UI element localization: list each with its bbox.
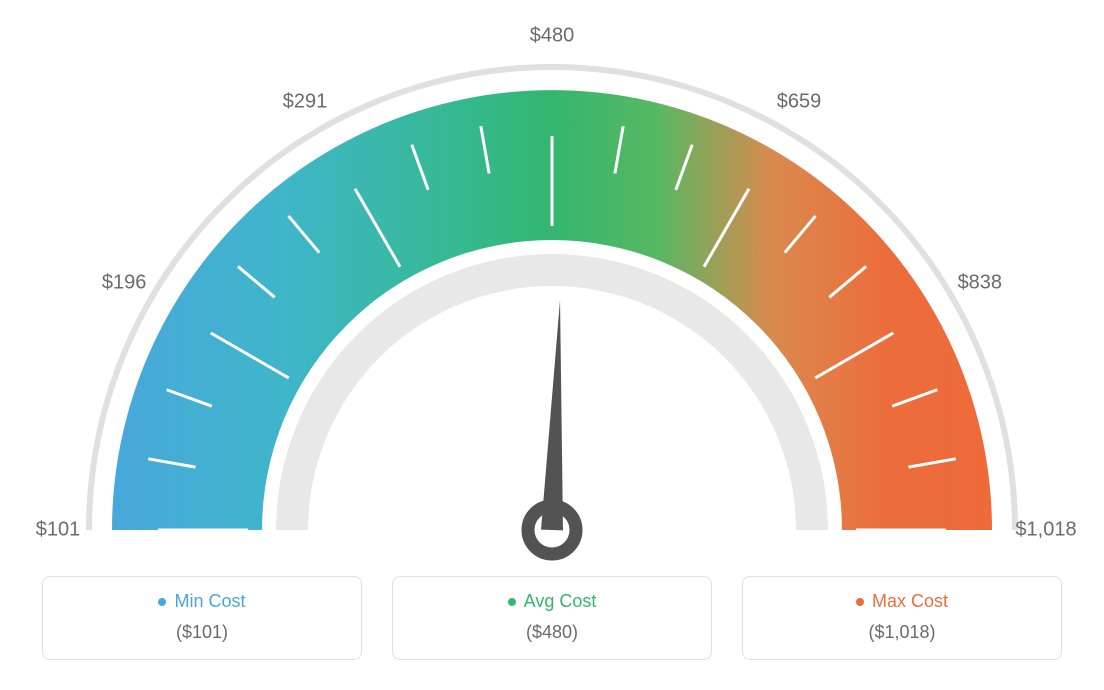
legend-dot-min — [158, 598, 166, 606]
gauge-svg — [52, 30, 1052, 570]
legend-card-avg: Avg Cost ($480) — [392, 576, 712, 660]
gauge-tick-label: $101 — [36, 519, 81, 542]
legend-card-max: Max Cost ($1,018) — [742, 576, 1062, 660]
legend-value-min: ($101) — [43, 622, 361, 643]
gauge-tick-label: $480 — [530, 25, 575, 48]
gauge-tick-label: $196 — [102, 272, 147, 295]
gauge-tick-label: $659 — [777, 91, 822, 114]
gauge-tick-label: $291 — [283, 91, 328, 114]
legend-label-avg: Avg Cost — [524, 591, 597, 612]
legend-label-max: Max Cost — [872, 591, 948, 612]
legend-value-avg: ($480) — [393, 622, 711, 643]
gauge-tick-label: $1,018 — [1015, 519, 1076, 542]
gauge-tick-label: $838 — [958, 272, 1003, 295]
legend-title-avg: Avg Cost — [508, 591, 597, 612]
legend-card-min: Min Cost ($101) — [42, 576, 362, 660]
legend-dot-max — [856, 598, 864, 606]
legend-value-max: ($1,018) — [743, 622, 1061, 643]
legend-title-min: Min Cost — [158, 591, 245, 612]
legend-title-max: Max Cost — [856, 591, 948, 612]
legend-dot-avg — [508, 598, 516, 606]
cost-gauge: $101$196$291$480$659$838$1,018 — [52, 30, 1052, 550]
legend-row: Min Cost ($101) Avg Cost ($480) Max Cost… — [42, 576, 1062, 660]
legend-label-min: Min Cost — [174, 591, 245, 612]
